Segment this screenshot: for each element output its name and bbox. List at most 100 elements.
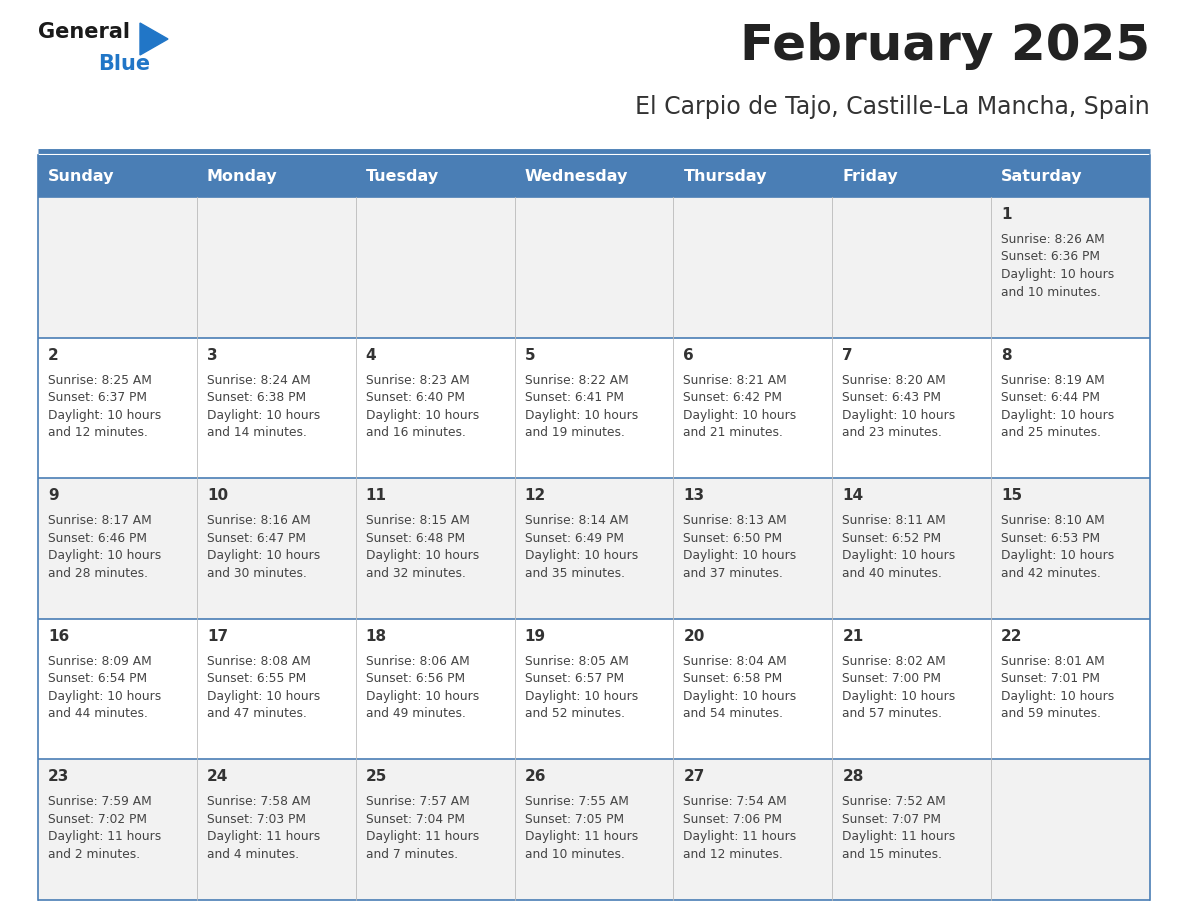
Text: Sunset: 6:53 PM: Sunset: 6:53 PM — [1001, 532, 1100, 544]
Text: and 7 minutes.: and 7 minutes. — [366, 848, 457, 861]
Text: Sunset: 7:05 PM: Sunset: 7:05 PM — [525, 813, 624, 826]
Text: 17: 17 — [207, 629, 228, 644]
Text: Sunrise: 7:54 AM: Sunrise: 7:54 AM — [683, 795, 788, 809]
Text: 28: 28 — [842, 769, 864, 784]
Text: Tuesday: Tuesday — [366, 169, 438, 184]
Text: and 54 minutes.: and 54 minutes. — [683, 707, 783, 721]
Text: Wednesday: Wednesday — [525, 169, 628, 184]
Text: and 12 minutes.: and 12 minutes. — [683, 848, 783, 861]
Text: Sunset: 6:57 PM: Sunset: 6:57 PM — [525, 672, 624, 686]
Text: 23: 23 — [48, 769, 69, 784]
Text: 8: 8 — [1001, 348, 1012, 363]
Text: and 52 minutes.: and 52 minutes. — [525, 707, 625, 721]
Text: and 10 minutes.: and 10 minutes. — [1001, 285, 1101, 298]
Text: 26: 26 — [525, 769, 546, 784]
Text: Sunday: Sunday — [48, 169, 114, 184]
Text: Daylight: 10 hours: Daylight: 10 hours — [207, 549, 320, 562]
Text: Daylight: 11 hours: Daylight: 11 hours — [207, 831, 320, 844]
Text: Thursday: Thursday — [683, 169, 767, 184]
Text: Sunrise: 8:26 AM: Sunrise: 8:26 AM — [1001, 233, 1105, 246]
Text: Daylight: 10 hours: Daylight: 10 hours — [366, 549, 479, 562]
Text: and 14 minutes.: and 14 minutes. — [207, 426, 307, 439]
Text: Sunset: 6:46 PM: Sunset: 6:46 PM — [48, 532, 147, 544]
Text: Blue: Blue — [97, 54, 150, 74]
Text: and 32 minutes.: and 32 minutes. — [366, 566, 466, 579]
Text: Sunset: 6:49 PM: Sunset: 6:49 PM — [525, 532, 624, 544]
Text: and 21 minutes.: and 21 minutes. — [683, 426, 783, 439]
Text: El Carpio de Tajo, Castille-La Mancha, Spain: El Carpio de Tajo, Castille-La Mancha, S… — [636, 95, 1150, 119]
Text: Sunrise: 7:59 AM: Sunrise: 7:59 AM — [48, 795, 152, 809]
Text: Daylight: 10 hours: Daylight: 10 hours — [207, 689, 320, 703]
Text: 1: 1 — [1001, 207, 1012, 222]
Bar — [38, 338, 1150, 478]
Text: Sunrise: 8:05 AM: Sunrise: 8:05 AM — [525, 655, 628, 667]
Text: and 4 minutes.: and 4 minutes. — [207, 848, 299, 861]
Text: 22: 22 — [1001, 629, 1023, 644]
Text: General: General — [38, 22, 129, 42]
Text: Sunrise: 7:58 AM: Sunrise: 7:58 AM — [207, 795, 311, 809]
Text: Sunset: 6:58 PM: Sunset: 6:58 PM — [683, 672, 783, 686]
Text: 27: 27 — [683, 769, 704, 784]
Text: Saturday: Saturday — [1001, 169, 1082, 184]
Text: Sunrise: 8:22 AM: Sunrise: 8:22 AM — [525, 374, 628, 386]
Text: Daylight: 10 hours: Daylight: 10 hours — [1001, 268, 1114, 281]
Text: Sunrise: 7:55 AM: Sunrise: 7:55 AM — [525, 795, 628, 809]
Text: Monday: Monday — [207, 169, 278, 184]
Text: 20: 20 — [683, 629, 704, 644]
Text: Sunrise: 8:04 AM: Sunrise: 8:04 AM — [683, 655, 788, 667]
Bar — [38, 759, 1150, 900]
Text: Sunset: 6:36 PM: Sunset: 6:36 PM — [1001, 251, 1100, 263]
Text: Sunrise: 7:57 AM: Sunrise: 7:57 AM — [366, 795, 469, 809]
Text: Sunset: 6:41 PM: Sunset: 6:41 PM — [525, 391, 624, 404]
Text: and 42 minutes.: and 42 minutes. — [1001, 566, 1101, 579]
Text: 2: 2 — [48, 348, 58, 363]
Text: and 16 minutes.: and 16 minutes. — [366, 426, 466, 439]
Text: Daylight: 10 hours: Daylight: 10 hours — [48, 549, 162, 562]
Text: 25: 25 — [366, 769, 387, 784]
Text: and 44 minutes.: and 44 minutes. — [48, 707, 147, 721]
Bar — [38, 478, 1150, 619]
Bar — [991, 155, 1150, 197]
Text: and 2 minutes.: and 2 minutes. — [48, 848, 140, 861]
Text: and 19 minutes.: and 19 minutes. — [525, 426, 625, 439]
Text: 21: 21 — [842, 629, 864, 644]
Text: and 23 minutes.: and 23 minutes. — [842, 426, 942, 439]
Text: Sunrise: 8:20 AM: Sunrise: 8:20 AM — [842, 374, 946, 386]
Text: and 12 minutes.: and 12 minutes. — [48, 426, 147, 439]
Text: Daylight: 10 hours: Daylight: 10 hours — [48, 409, 162, 421]
Text: and 15 minutes.: and 15 minutes. — [842, 848, 942, 861]
Bar — [38, 155, 197, 197]
Text: Sunrise: 8:15 AM: Sunrise: 8:15 AM — [366, 514, 469, 527]
Text: and 37 minutes.: and 37 minutes. — [683, 566, 783, 579]
Text: Daylight: 10 hours: Daylight: 10 hours — [842, 409, 955, 421]
Text: and 28 minutes.: and 28 minutes. — [48, 566, 148, 579]
Text: 5: 5 — [525, 348, 536, 363]
Text: and 47 minutes.: and 47 minutes. — [207, 707, 307, 721]
Text: Sunset: 7:06 PM: Sunset: 7:06 PM — [683, 813, 783, 826]
Text: Sunrise: 8:08 AM: Sunrise: 8:08 AM — [207, 655, 311, 667]
Text: Sunset: 6:48 PM: Sunset: 6:48 PM — [366, 532, 465, 544]
Text: 7: 7 — [842, 348, 853, 363]
Text: Sunrise: 8:02 AM: Sunrise: 8:02 AM — [842, 655, 946, 667]
Text: and 40 minutes.: and 40 minutes. — [842, 566, 942, 579]
Text: 19: 19 — [525, 629, 545, 644]
Text: Daylight: 11 hours: Daylight: 11 hours — [366, 831, 479, 844]
Text: Sunset: 6:38 PM: Sunset: 6:38 PM — [207, 391, 307, 404]
Text: Sunset: 6:44 PM: Sunset: 6:44 PM — [1001, 391, 1100, 404]
Bar — [38, 197, 1150, 338]
Text: Sunrise: 8:10 AM: Sunrise: 8:10 AM — [1001, 514, 1105, 527]
Text: Sunset: 7:03 PM: Sunset: 7:03 PM — [207, 813, 305, 826]
Text: 6: 6 — [683, 348, 694, 363]
Bar — [197, 155, 355, 197]
Text: and 30 minutes.: and 30 minutes. — [207, 566, 307, 579]
Text: Sunrise: 8:23 AM: Sunrise: 8:23 AM — [366, 374, 469, 386]
Text: 14: 14 — [842, 488, 864, 503]
Text: Daylight: 10 hours: Daylight: 10 hours — [683, 549, 797, 562]
Text: 3: 3 — [207, 348, 217, 363]
Text: Daylight: 10 hours: Daylight: 10 hours — [1001, 549, 1114, 562]
Text: Sunset: 7:02 PM: Sunset: 7:02 PM — [48, 813, 147, 826]
Text: and 35 minutes.: and 35 minutes. — [525, 566, 625, 579]
Text: Sunrise: 8:16 AM: Sunrise: 8:16 AM — [207, 514, 310, 527]
Text: 16: 16 — [48, 629, 69, 644]
Text: Sunrise: 8:01 AM: Sunrise: 8:01 AM — [1001, 655, 1105, 667]
